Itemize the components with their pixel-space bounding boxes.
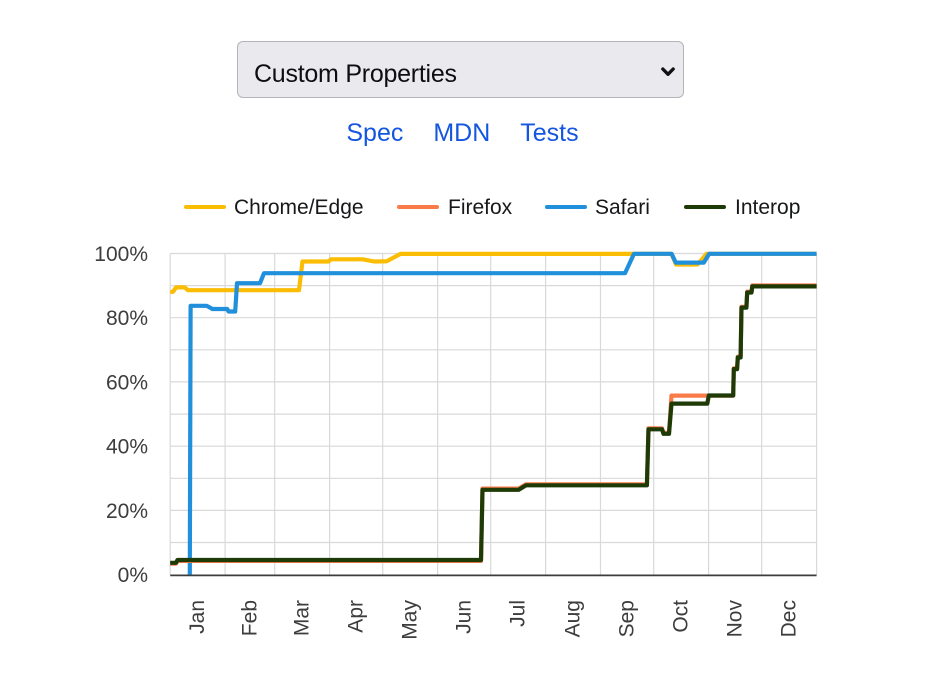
svg-text:May: May — [399, 600, 422, 640]
svg-text:Oct: Oct — [670, 600, 693, 633]
svg-text:Jan: Jan — [186, 600, 209, 634]
svg-text:Nov: Nov — [724, 600, 747, 638]
svg-text:Jun: Jun — [453, 600, 476, 634]
svg-text:Mar: Mar — [291, 600, 314, 636]
svg-text:Feb: Feb — [238, 600, 261, 636]
svg-text:Dec: Dec — [778, 600, 801, 637]
svg-text:Apr: Apr — [345, 600, 368, 633]
svg-text:Sep: Sep — [616, 600, 639, 637]
svg-text:Jul: Jul — [507, 600, 530, 627]
svg-text:20%: 20% — [106, 500, 148, 523]
svg-text:60%: 60% — [106, 371, 148, 394]
svg-text:80%: 80% — [106, 307, 148, 330]
svg-text:Aug: Aug — [562, 600, 585, 637]
svg-text:0%: 0% — [118, 564, 148, 587]
svg-text:100%: 100% — [94, 243, 148, 266]
svg-text:40%: 40% — [106, 436, 148, 459]
